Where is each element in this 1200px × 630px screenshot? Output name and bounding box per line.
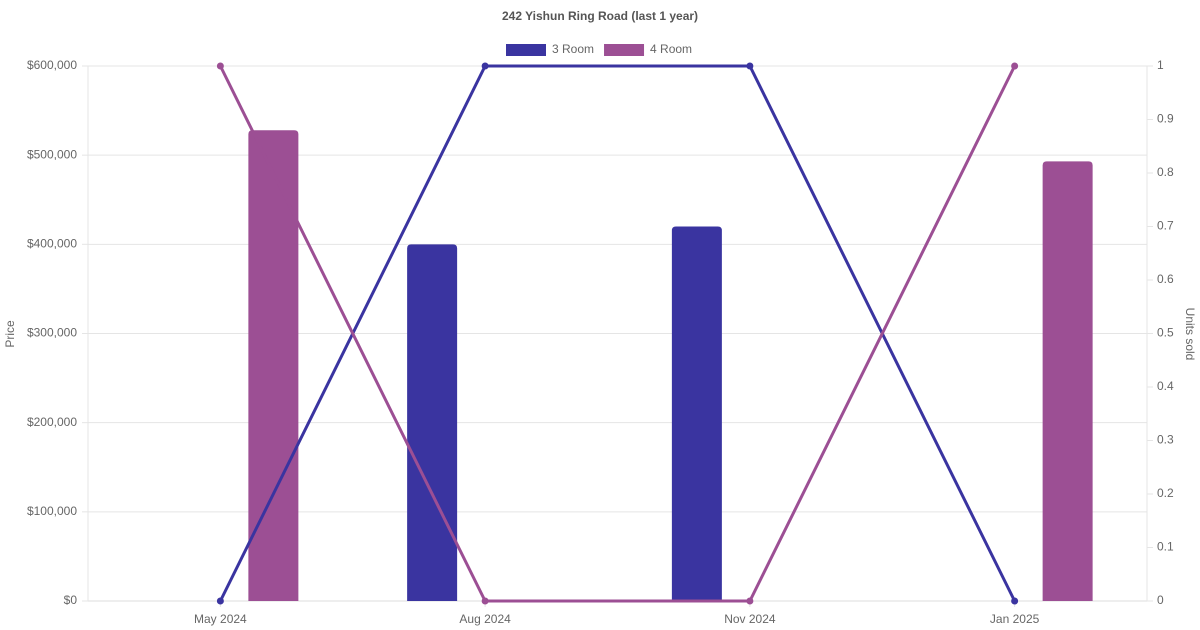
y2-tick-label: 0 [1157,593,1164,607]
y-tick-label: $300,000 [27,326,77,340]
x-tick-label: Aug 2024 [459,612,511,626]
line-point [481,597,489,605]
y2-tick-label: 1 [1157,58,1164,72]
line [219,65,1016,603]
legend-label: 3 Room [552,42,594,56]
line-point [1011,597,1019,605]
bar [248,130,299,601]
y2-tick-label: 0.3 [1157,433,1174,447]
line-point [1011,62,1019,70]
y2-tick-label: 0.2 [1157,486,1174,500]
legend-swatch [604,44,645,56]
y-axis-title: Price [3,320,17,348]
y-tick-label: $200,000 [27,415,77,429]
bar [407,244,458,602]
y2-tick-label: 0.9 [1157,112,1174,126]
line-point [481,62,489,70]
x-tick-label: May 2024 [194,612,247,626]
line-point [216,62,224,70]
y2-tick-label: 0.8 [1157,165,1174,179]
legend-swatch [506,44,546,56]
y2-tick-label: 0.7 [1157,219,1174,233]
x-tick-label: Nov 2024 [724,612,776,626]
y2-axis-title: Units sold [1183,308,1197,361]
line-point [746,597,754,605]
x-tick-label: Jan 2025 [990,612,1040,626]
bar [671,226,722,601]
line-point [746,62,754,70]
bar [1042,161,1093,602]
y-tick-label: $0 [64,593,78,607]
y2-tick-label: 0.1 [1157,540,1174,554]
y-tick-label: $500,000 [27,147,77,161]
y2-tick-label: 0.6 [1157,272,1174,286]
legend-label: 4 Room [650,42,692,56]
chart-title: 242 Yishun Ring Road (last 1 year) [502,9,698,23]
y-tick-label: $600,000 [27,58,77,72]
y2-tick-label: 0.4 [1157,379,1174,393]
y-tick-label: $100,000 [27,504,77,518]
y-tick-label: $400,000 [27,237,77,251]
y2-tick-label: 0.5 [1157,326,1174,340]
line-point [216,597,224,605]
